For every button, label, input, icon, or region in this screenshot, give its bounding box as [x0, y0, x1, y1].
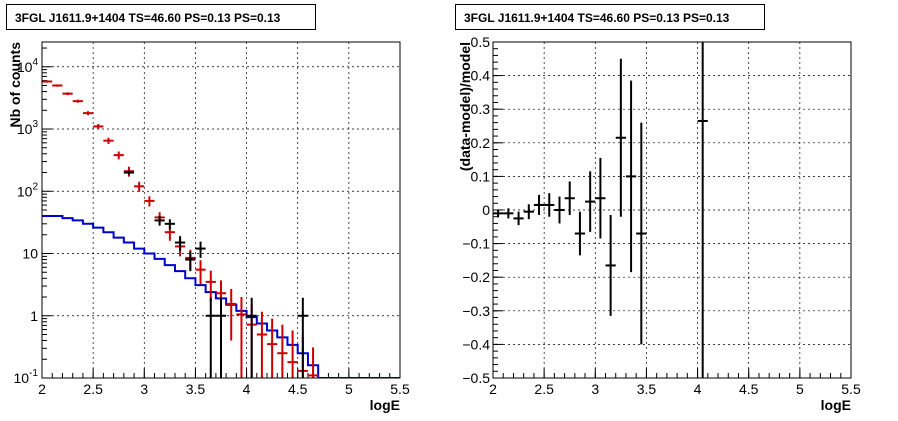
x-tick-label: 2.5	[534, 381, 554, 397]
model-point	[52, 84, 63, 87]
y-tick-label: 0.3	[471, 101, 491, 117]
y-tick-label: 0.2	[471, 135, 491, 151]
plot-area	[42, 80, 400, 378]
model-point	[134, 181, 145, 192]
data-point	[697, 42, 708, 378]
x-tick-label: 4	[694, 381, 702, 397]
model-point	[236, 297, 247, 378]
y-tick-label: 102	[17, 181, 39, 199]
x-tick-label: 5.5	[390, 381, 410, 397]
data-point	[605, 215, 616, 316]
y-tick-label: 10-1	[14, 368, 39, 386]
model-point	[113, 151, 124, 160]
data-point	[297, 297, 308, 378]
model-point	[277, 324, 288, 378]
data-point	[544, 193, 555, 217]
x-tick-label: 3	[591, 381, 599, 397]
data-point	[215, 297, 227, 378]
data-point	[205, 297, 216, 378]
model-point	[256, 311, 268, 378]
data-point	[503, 208, 514, 219]
x-tick-label: 3	[140, 381, 148, 397]
model-step-line	[42, 215, 400, 378]
x-tick-label: 3.5	[186, 381, 206, 397]
data-point	[154, 216, 165, 226]
residual-chart: 2 2.5 3 3.5 4 4.5 5 5.5 −0.5 −0.4 −0.3 −0.2 −0.1 0 0.1…	[457, 34, 861, 413]
model-point	[103, 137, 114, 144]
y-tick-label: −0.5	[462, 370, 490, 386]
right-chart-title: 3FGL J1611.9+1404 TS=46.60 PS=0.13 PS=0.…	[455, 4, 765, 30]
data-point	[164, 219, 175, 230]
data-point	[625, 80, 637, 273]
x-tick-label: 4	[243, 381, 251, 397]
data-point	[615, 58, 626, 217]
data-point	[246, 297, 257, 378]
y-tick-label: 10	[22, 246, 38, 262]
y-tick-label: 0.5	[471, 34, 491, 50]
y-axis-label: Nb of counts	[7, 42, 23, 128]
data-point	[523, 204, 534, 220]
x-tick-label: 4.5	[739, 381, 759, 397]
x-tick-label: 4.5	[288, 381, 308, 397]
x-tick-label: 5	[345, 381, 353, 397]
data-point	[554, 196, 565, 224]
model-point	[195, 260, 206, 285]
x-axis-label: logE	[821, 397, 851, 413]
data-point	[185, 251, 196, 272]
data-point	[533, 194, 545, 216]
y-tick-label: −0.3	[462, 303, 490, 319]
x-tick-label: 5.5	[841, 381, 861, 397]
model-point	[62, 92, 73, 96]
data-point	[564, 181, 575, 216]
left-chart-title: 3FGL J1611.9+1404 TS=46.60 PS=0.13 PS=0.…	[6, 4, 316, 30]
y-tick-label: −0.2	[462, 269, 490, 285]
model-point	[205, 270, 216, 302]
x-tick-label: 2.5	[83, 381, 103, 397]
plot-frame	[41, 41, 401, 379]
x-tick-label: 2	[489, 381, 497, 397]
y-tick-label: 1	[30, 308, 38, 324]
data-point	[574, 211, 586, 256]
model-point	[307, 347, 319, 378]
plot-frame	[492, 41, 852, 379]
plot-area	[493, 42, 708, 378]
data-point	[585, 171, 596, 232]
x-axis-label: logE	[370, 397, 400, 413]
model-point	[226, 288, 237, 341]
data-point	[513, 211, 524, 226]
y-tick-label: 0.1	[471, 168, 491, 184]
model-point	[144, 196, 155, 207]
data-point	[174, 236, 186, 251]
y-tick-label: 0.4	[471, 68, 491, 84]
model-point	[72, 99, 83, 103]
data-point	[595, 157, 606, 239]
x-tick-label: 3.5	[637, 381, 657, 397]
x-tick-label: 2	[38, 381, 46, 397]
y-tick-label: −0.1	[462, 236, 490, 252]
y-tick-label: −0.4	[462, 336, 490, 352]
y-axis-label: (data-model)/model	[457, 42, 473, 171]
data-point	[195, 241, 206, 258]
data-point	[636, 122, 647, 345]
data-point	[123, 170, 135, 175]
model-point	[93, 124, 104, 130]
model-point	[42, 80, 53, 83]
y-tick-label: 0	[482, 202, 490, 218]
model-point	[287, 330, 298, 378]
data-point	[493, 209, 504, 218]
model-point	[267, 318, 278, 378]
model-point	[82, 111, 94, 116]
x-tick-label: 5	[796, 381, 804, 397]
